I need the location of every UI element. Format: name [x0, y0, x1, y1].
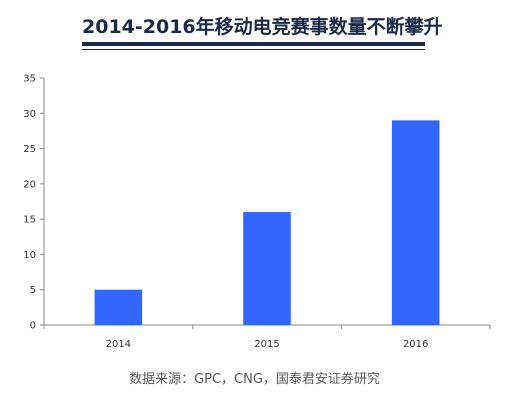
- y-tick-label: 25: [23, 144, 36, 155]
- x-axis: 2014 2015 2016: [43, 324, 491, 350]
- y-axis: 0 5 10 15 20 25 30 35: [23, 74, 45, 332]
- y-tick-label: 0: [30, 321, 36, 332]
- x-tick-label: 2014: [106, 339, 131, 350]
- y-tick-label: 30: [23, 109, 36, 120]
- y-tick-label: 35: [23, 74, 36, 85]
- bar-series: [94, 120, 440, 325]
- title-underline-thin: [82, 49, 425, 50]
- y-tick-label: 5: [30, 285, 36, 296]
- x-tick-label: 2016: [403, 339, 428, 350]
- y-tick-label: 10: [23, 250, 36, 261]
- y-tick-label: 20: [23, 179, 36, 190]
- y-tick-label: 15: [23, 215, 36, 226]
- x-tick-label: 2015: [254, 339, 279, 350]
- data-source-note: 数据来源：GPC，CNG，国泰君安证券研究: [129, 372, 380, 387]
- bar-chart: 0 5 10 15 20 25 30 35 2014 2015 2016: [23, 74, 491, 350]
- bar-2015: [243, 212, 291, 325]
- bar-2014: [94, 289, 143, 325]
- chart-title: 2014-2016年移动电竞赛事数量不断攀升: [82, 16, 443, 38]
- bar-2016: [391, 120, 440, 325]
- title-underline-thick: [82, 42, 425, 46]
